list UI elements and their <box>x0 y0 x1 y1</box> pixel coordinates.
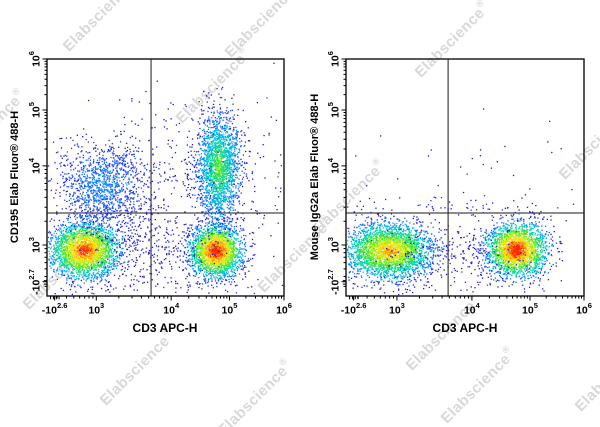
x-tick-label: 105 <box>522 301 538 317</box>
x-tick-label: 105 <box>221 301 238 317</box>
x-tick-label: 106 <box>576 301 592 317</box>
y-tick-label: -102.7 <box>26 268 43 295</box>
x-tick-label: 104 <box>163 301 180 317</box>
x-axis-title-right: CD3 APC-H <box>432 321 498 335</box>
y-axis-title-right: Mouse IgG2a Elab Fluor® 488-H <box>309 93 321 261</box>
y-tick-label: 106 <box>26 51 43 67</box>
y-tick-label: 103 <box>26 237 43 253</box>
x-tick-label: 106 <box>276 301 292 317</box>
x-axis-title-left: CD3 APC-H <box>132 321 198 335</box>
x-tick-label: -102.6 <box>41 301 68 317</box>
x-tick-label: -102.6 <box>340 301 367 317</box>
y-tick-label: 104 <box>325 157 342 174</box>
x-tick-label: 103 <box>388 301 405 317</box>
y-tick-label: 104 <box>26 157 43 174</box>
y-axis-title-left: CD195 Elab Fluor® 488-H <box>9 110 21 244</box>
y-tick-label: 105 <box>325 102 342 118</box>
x-tick-label: 103 <box>88 301 105 317</box>
y-tick-label: 106 <box>325 51 342 67</box>
y-tick-label: -102.7 <box>325 268 342 295</box>
y-tick-label: 103 <box>325 237 342 253</box>
y-tick-label: 105 <box>26 102 43 118</box>
x-tick-label: 104 <box>463 301 480 317</box>
